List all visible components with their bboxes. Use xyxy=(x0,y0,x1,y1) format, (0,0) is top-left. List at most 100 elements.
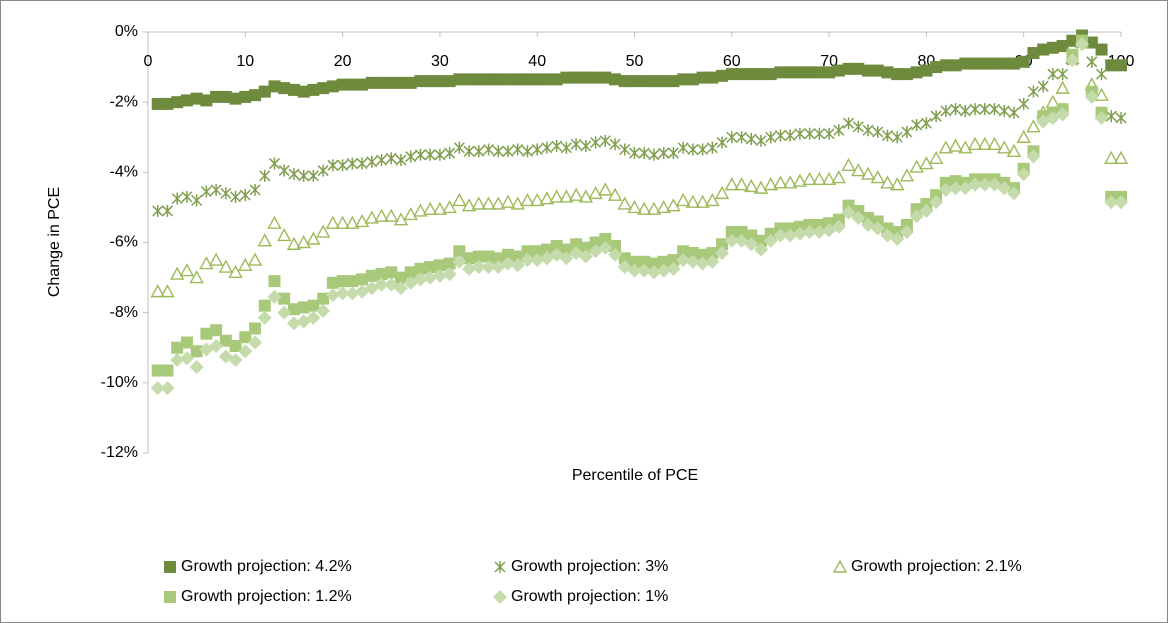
data-point xyxy=(249,89,262,102)
data-point xyxy=(259,169,271,182)
data-point xyxy=(443,75,456,88)
data-point xyxy=(949,175,962,188)
data-point xyxy=(590,136,602,149)
data-point xyxy=(540,73,553,86)
data-point xyxy=(444,147,456,160)
data-point xyxy=(677,141,689,154)
data-point xyxy=(1075,37,1090,52)
data-point xyxy=(1006,143,1022,157)
data-point xyxy=(599,71,612,84)
data-point xyxy=(638,75,651,88)
data-point xyxy=(706,247,719,260)
data-point xyxy=(958,140,973,154)
data-point xyxy=(578,189,594,203)
data-point xyxy=(171,192,183,205)
data-point xyxy=(609,138,621,151)
data-point xyxy=(764,227,777,240)
data-point xyxy=(784,66,797,79)
data-point xyxy=(481,196,496,210)
data-point xyxy=(161,204,173,217)
data-point xyxy=(890,231,905,246)
data-point xyxy=(424,75,437,88)
data-point xyxy=(520,192,535,207)
x-tick-label: 0 xyxy=(144,53,153,70)
data-point xyxy=(366,155,378,168)
data-point xyxy=(695,256,710,271)
data-point xyxy=(1047,68,1059,81)
data-point xyxy=(336,78,349,91)
data-point xyxy=(871,64,884,77)
data-point xyxy=(502,73,515,86)
data-point xyxy=(609,73,622,86)
data-point xyxy=(950,103,962,116)
data-point xyxy=(267,215,282,229)
legend-marker xyxy=(832,559,848,573)
data-point xyxy=(977,136,992,150)
data-point xyxy=(286,316,301,331)
data-point xyxy=(531,143,543,156)
data-point xyxy=(257,233,272,247)
data-point xyxy=(638,255,651,268)
data-point xyxy=(852,120,864,133)
data-point xyxy=(287,303,300,316)
data-point xyxy=(375,76,388,89)
data-point xyxy=(297,301,310,314)
legend-label: Growth projection: 3% xyxy=(511,558,668,575)
data-point xyxy=(356,78,369,91)
data-point xyxy=(239,90,252,103)
data-point xyxy=(891,131,903,144)
data-point xyxy=(716,238,729,251)
data-point xyxy=(356,157,368,170)
data-point xyxy=(938,140,954,154)
data-point xyxy=(346,275,359,288)
legend-label: Growth projection: 1% xyxy=(511,588,668,605)
data-point xyxy=(705,192,720,207)
data-point xyxy=(433,259,446,272)
data-point xyxy=(160,381,175,396)
data-point xyxy=(812,224,827,239)
data-point xyxy=(911,118,923,131)
data-point xyxy=(930,61,943,74)
data-point xyxy=(677,73,690,86)
data-point xyxy=(745,68,758,81)
data-point xyxy=(453,245,466,258)
data-point xyxy=(1055,80,1070,94)
data-point xyxy=(949,59,962,72)
data-point xyxy=(530,192,545,207)
data-point xyxy=(481,260,496,275)
data-point xyxy=(560,71,573,84)
data-point xyxy=(549,189,564,203)
data-point xyxy=(472,73,485,86)
data-point xyxy=(452,192,467,207)
data-point xyxy=(306,310,321,325)
data-point xyxy=(151,97,164,110)
data-point xyxy=(725,225,738,238)
data-point xyxy=(754,68,767,81)
data-point xyxy=(1037,43,1050,56)
data-point xyxy=(842,62,855,75)
data-point xyxy=(813,218,826,231)
legend-marker xyxy=(164,561,176,573)
data-point xyxy=(278,292,291,305)
x-axis-title: Percentile of PCE xyxy=(572,467,698,484)
data-point xyxy=(821,171,837,186)
data-point xyxy=(1026,149,1041,164)
data-point xyxy=(1096,68,1108,81)
data-point xyxy=(969,57,982,70)
data-point xyxy=(734,177,749,191)
data-point xyxy=(394,76,407,89)
data-point xyxy=(792,226,807,241)
data-point xyxy=(335,286,350,301)
data-point xyxy=(928,150,944,165)
data-point xyxy=(802,171,817,186)
data-point xyxy=(229,92,242,105)
data-point xyxy=(374,208,389,222)
data-point xyxy=(550,73,563,86)
data-point xyxy=(550,240,563,253)
data-point xyxy=(161,364,174,377)
data-point xyxy=(502,248,515,261)
data-point xyxy=(393,212,409,226)
data-point xyxy=(278,82,291,95)
data-point xyxy=(1057,68,1069,81)
data-point xyxy=(716,136,728,149)
